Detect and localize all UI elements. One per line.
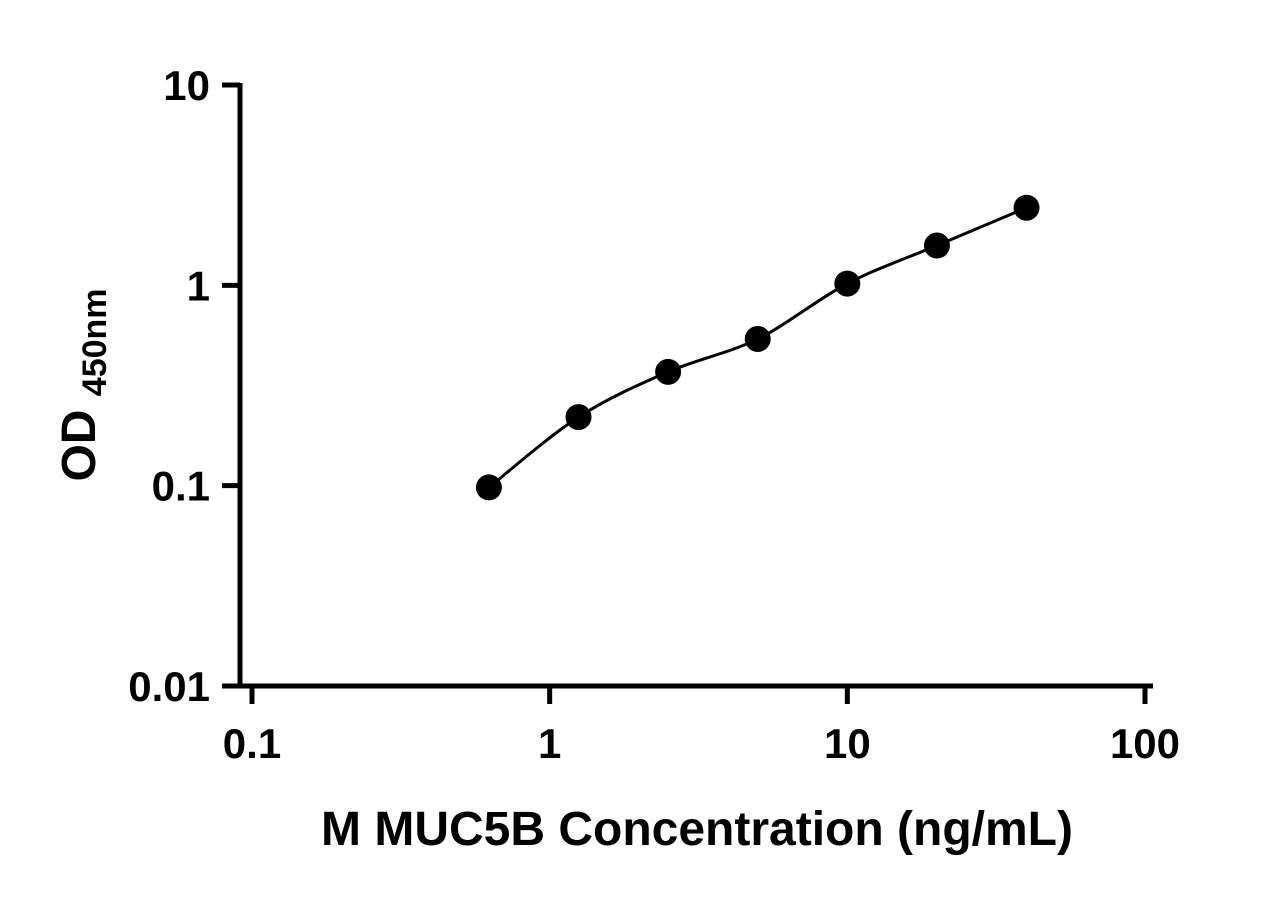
y-axis-title: OD 450nm [53,288,114,481]
y-axis-title-subscript: 450nm [76,288,114,396]
data-point [655,358,682,385]
x-tick-label: 0.1 [223,720,281,767]
y-axis-title-main: OD [53,410,106,482]
y-tick-label: 0.1 [152,463,210,510]
plot-layer: 0.1 1 10 100 0.01 0.1 1 10 [128,62,1180,767]
x-axis-title: M MUC5B Concentration (ng/mL) [321,803,1073,856]
data-point [923,232,950,259]
data-point [834,270,861,297]
data-point [475,474,502,501]
data-point [565,404,592,431]
y-tick-label: 1 [187,262,210,309]
data-point [744,325,771,352]
data-point [1013,194,1040,221]
x-tick-label: 1 [538,720,561,767]
x-tick-label: 100 [1110,720,1180,767]
y-tick-label: 10 [163,62,210,109]
y-tick-label: 0.01 [128,663,210,710]
x-tick-label: 10 [824,720,871,767]
